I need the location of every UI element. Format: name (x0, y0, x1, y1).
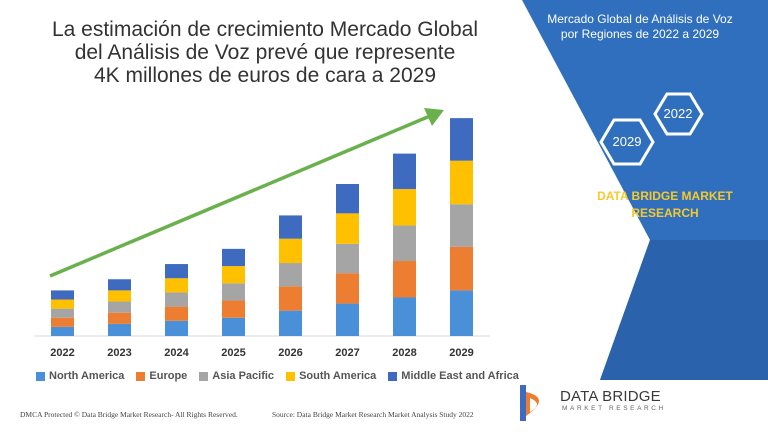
bar-2022-south-america (51, 299, 74, 309)
legend-item-middle-east-and-africa: Middle East and Africa (388, 370, 519, 382)
side-title-line-2: por Regiones de 2022 a 2029 (560, 27, 720, 41)
bar-2026-south-america (279, 238, 302, 264)
bar-2024-north-america (165, 320, 188, 336)
legend-label: Europe (149, 370, 188, 382)
chart-title: La estimación de crecimiento Mercado Glo… (0, 18, 530, 87)
bar-2028-asia-pacific (393, 225, 416, 262)
bar-2029-south-america (450, 160, 473, 205)
x-tick-2028: 2028 (392, 347, 416, 359)
bar-2025-south-america (222, 266, 245, 284)
x-tick-2025: 2025 (221, 347, 245, 359)
legend-item-europe: Europe (136, 370, 187, 382)
legend-label: Middle East and Africa (401, 370, 519, 382)
bar-2023-north-america (108, 323, 131, 336)
legend-item-asia-pacific: Asia Pacific (199, 370, 274, 382)
legend-item-north-america: North America (36, 370, 124, 382)
legend-swatch (388, 371, 398, 381)
hexagon-2022-label: 2022 (664, 106, 693, 121)
bar-2029-middle-east-and-africa (450, 118, 473, 161)
bar-2029-north-america (450, 290, 473, 336)
bar-2024-south-america (165, 278, 188, 293)
bar-2026-asia-pacific (279, 263, 302, 287)
logo-subtitle: MARKET RESEARCH (562, 405, 666, 412)
x-tick-labels: 2022 2023 2024 2025 2026 2027 2028 2029 (50, 347, 473, 359)
title-line-2: del Análisis de Voz prevé que represente (74, 41, 456, 64)
bar-2028-north-america (393, 297, 416, 336)
bar-2024-asia-pacific (165, 292, 188, 307)
bar-2023-asia-pacific (108, 301, 131, 313)
x-tick-2023: 2023 (107, 347, 131, 359)
legend-swatch (199, 371, 209, 381)
bar-2025-europe (222, 300, 245, 318)
legend-swatch (136, 371, 146, 381)
bar-2022-europe (51, 317, 74, 327)
footer-copyright: DMCA Protected © Data Bridge Market Rese… (20, 410, 238, 419)
bar-2024-europe (165, 306, 188, 321)
bar-2026-middle-east-and-africa (279, 215, 302, 239)
chart-legend: North America Europe Asia Pacific South Ame… (36, 370, 519, 382)
bar-2028-europe (393, 261, 416, 298)
footer-source: Source: Data Bridge Market Research Mark… (272, 410, 474, 419)
bar-2026-europe (279, 286, 302, 311)
hexagon-2029-label: 2029 (613, 134, 642, 149)
side-panel-title: Mercado Global de Análisis de Voz por Re… (520, 12, 760, 42)
brand-line-1: DATA BRIDGE MARKET (597, 189, 733, 203)
bars-group (51, 118, 473, 336)
blue-panel-stripe (600, 240, 768, 380)
bar-2022-asia-pacific (51, 308, 74, 318)
trend-arrow (49, 114, 431, 278)
title-line-3: 4K millones de euros de cara a 2029 (93, 64, 437, 87)
bar-2023-europe (108, 312, 131, 324)
legend-item-south-america: South America (286, 370, 376, 382)
bar-2027-middle-east-and-africa (336, 184, 359, 214)
bar-2025-north-america (222, 317, 245, 336)
bar-2022-north-america (51, 326, 74, 336)
bar-2028-middle-east-and-africa (393, 153, 416, 190)
trend-arrow-head (424, 108, 444, 126)
brand-name: DATA BRIDGE MARKET RESEARCH (580, 188, 750, 222)
bar-2025-middle-east-and-africa (222, 248, 245, 267)
bar-2028-south-america (393, 189, 416, 226)
bar-2027-north-america (336, 303, 359, 336)
side-title-line-1: Mercado Global de Análisis de Voz (547, 12, 733, 26)
legend-label: South America (299, 370, 377, 382)
x-tick-2027: 2027 (335, 347, 359, 359)
x-tick-2026: 2026 (278, 347, 302, 359)
legend-swatch (286, 371, 296, 381)
title-line-1: La estimación de crecimiento Mercado Glo… (51, 18, 479, 41)
legend-label: Asia Pacific (212, 370, 275, 382)
bar-2027-south-america (336, 213, 359, 244)
brand-line-2: RESEARCH (631, 206, 699, 220)
legend-label: North America (49, 370, 125, 382)
x-tick-2029: 2029 (449, 347, 473, 359)
x-tick-2022: 2022 (50, 347, 74, 359)
logo-name: DATA BRIDGE (560, 388, 661, 405)
bar-2027-asia-pacific (336, 243, 359, 274)
hexagon-2022 (653, 92, 704, 136)
bar-2026-north-america (279, 310, 302, 336)
bar-2025-asia-pacific (222, 283, 245, 301)
bar-2024-middle-east-and-africa (165, 264, 188, 279)
hexagon-2029 (599, 118, 655, 166)
bar-2029-europe (450, 246, 473, 291)
data-bridge-logo-mark (520, 385, 539, 421)
bar-2022-middle-east-and-africa (51, 290, 74, 300)
bar-2023-south-america (108, 290, 131, 302)
bar-2027-europe (336, 273, 359, 304)
bar-2023-middle-east-and-africa (108, 279, 131, 291)
bar-2029-asia-pacific (450, 204, 473, 247)
x-tick-2024: 2024 (164, 347, 189, 359)
legend-swatch (36, 371, 45, 381)
